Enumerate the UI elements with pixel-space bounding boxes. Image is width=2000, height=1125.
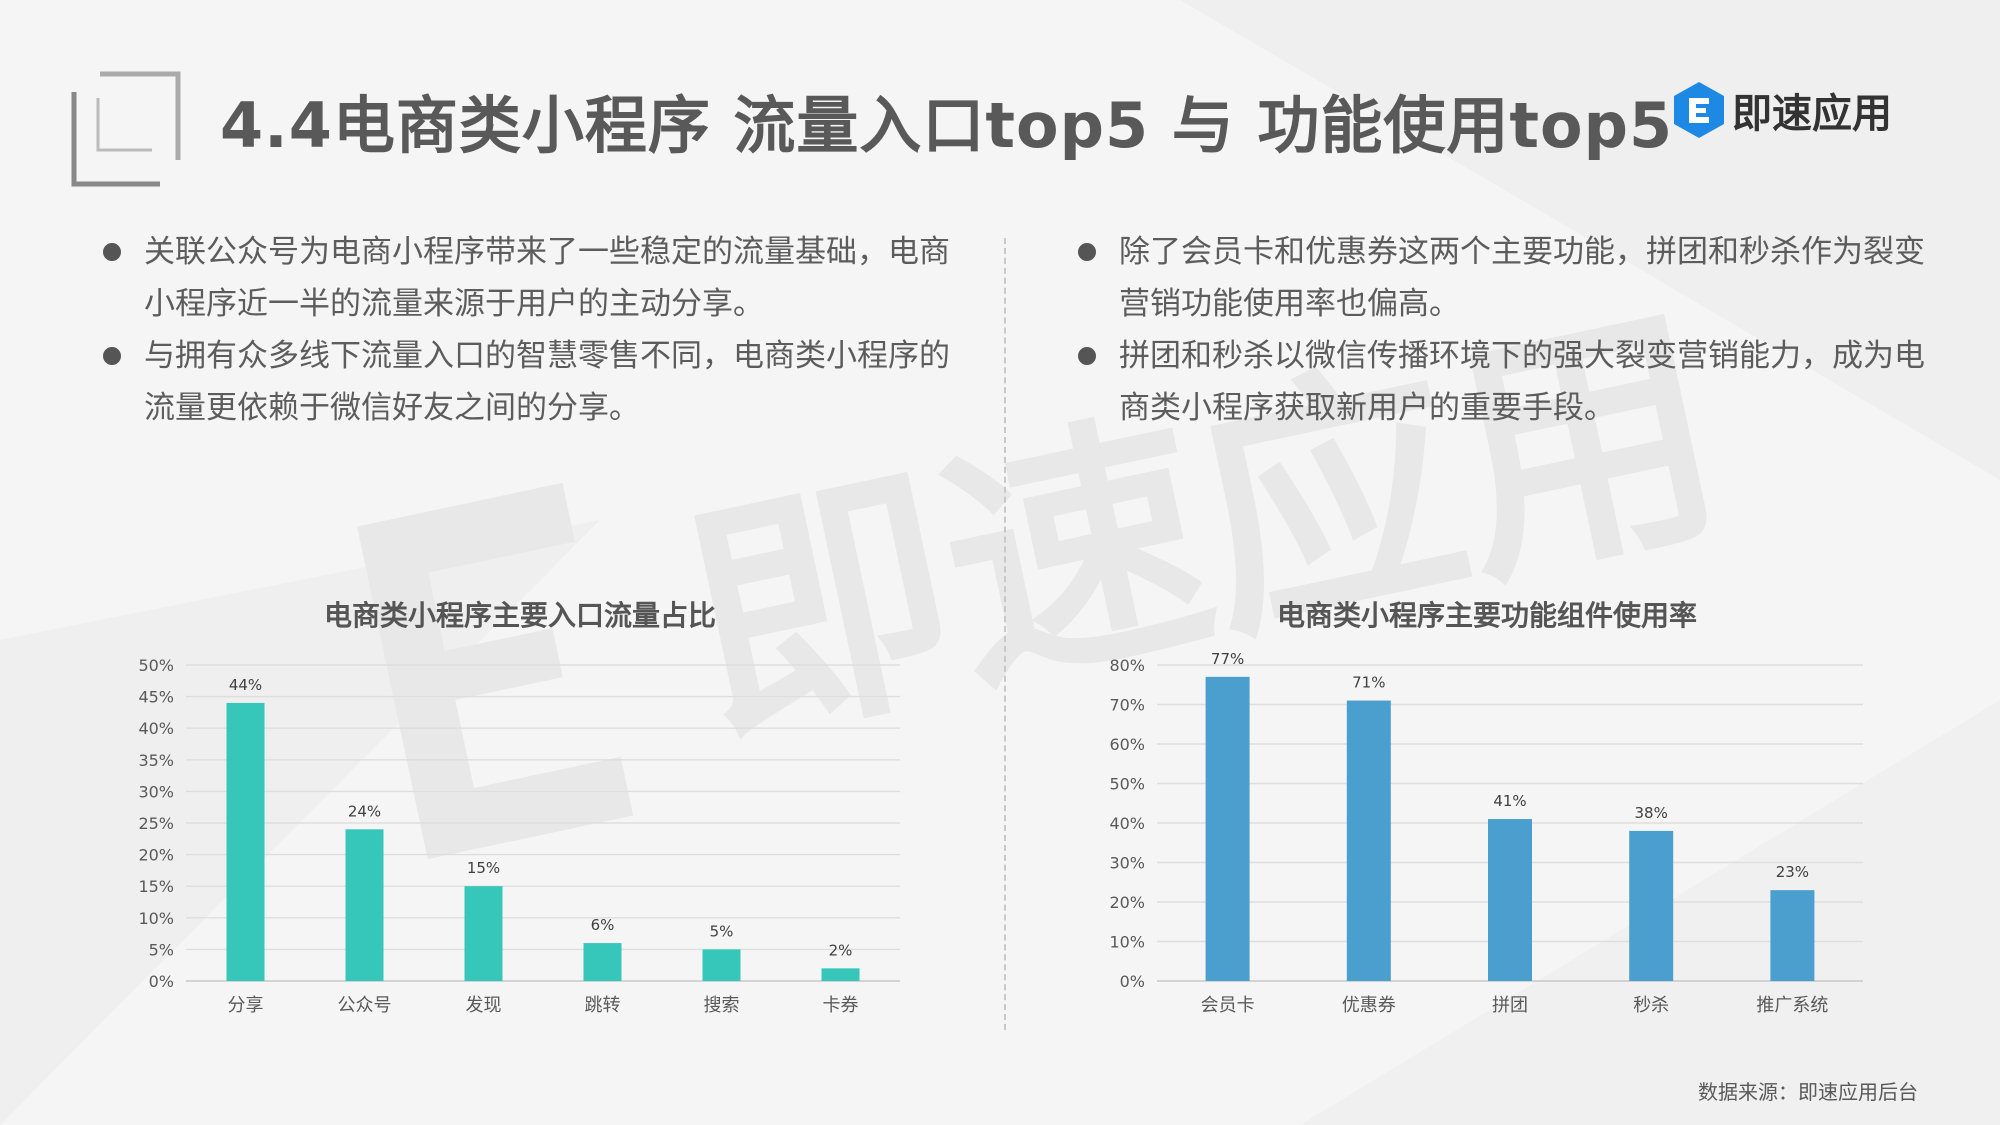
y-tick-label: 15% [138, 877, 174, 896]
bar [1205, 676, 1250, 981]
data-label: 41% [1493, 792, 1526, 810]
y-tick-label: 0% [149, 972, 174, 991]
bar [1488, 819, 1532, 981]
x-category-label: 推广系统 [1756, 995, 1828, 1016]
x-category-label: 会员卡 [1201, 995, 1255, 1016]
bar [1770, 890, 1815, 981]
y-tick-label: 60% [1109, 735, 1145, 754]
y-tick-label: 35% [138, 751, 174, 770]
x-category-label: 搜索 [704, 995, 740, 1016]
right-bullet-item: 除了会员卡和优惠券这两个主要功能，拼团和秒杀作为裂变营销功能使用率也偏高。 [1075, 226, 1955, 330]
y-tick-label: 5% [149, 940, 174, 959]
y-tick-label: 80% [1109, 656, 1145, 675]
data-label: 2% [829, 941, 853, 959]
x-category-label: 跳转 [585, 995, 621, 1016]
data-label: 15% [467, 859, 500, 877]
x-category-label: 公众号 [338, 995, 392, 1016]
x-category-label: 发现 [466, 995, 502, 1016]
left-bullet-item: 关联公众号为电商小程序带来了一些稳定的流量基础，电商小程序近一半的流量来源于用户… [100, 226, 960, 330]
bar [226, 702, 265, 981]
data-label: 71% [1352, 674, 1385, 692]
traffic-entry-bar-chart: 电商类小程序主要入口流量占比 0% 5% 10% 15% 20% 25% 30% 35% 40% 4… [138, 599, 900, 1016]
y-tick-label: 25% [138, 814, 174, 833]
left-bullet-item: 与拥有众多线下流量入口的智慧零售不同，电商类小程序的流量更依赖于微信好友之间的分… [100, 330, 960, 434]
y-tick-label: 30% [138, 782, 174, 801]
y-tick-label: 20% [1109, 893, 1145, 912]
x-category-label: 优惠券 [1342, 995, 1396, 1016]
chart-title: 电商类小程序主要功能组件使用率 [1277, 599, 1697, 632]
y-tick-label: 10% [138, 909, 174, 928]
y-tick-label: 50% [1109, 775, 1145, 794]
data-label: 44% [229, 676, 262, 694]
data-label: 6% [591, 916, 615, 934]
data-label: 24% [348, 802, 381, 820]
y-tick-label: 0% [1120, 972, 1145, 991]
left-bullet-list: 关联公众号为电商小程序带来了一些稳定的流量基础，电商小程序近一半的流量来源于用户… [100, 226, 960, 434]
bar [1346, 700, 1391, 981]
x-category-label: 拼团 [1492, 995, 1528, 1016]
brand-logo: 即速应用 [1672, 78, 1892, 142]
bar [464, 886, 503, 981]
brand-logo-text: 即速应用 [1732, 91, 1892, 137]
x-category-label: 秒杀 [1633, 995, 1669, 1016]
x-category-label: 分享 [228, 995, 264, 1016]
data-label: 77% [1211, 650, 1244, 668]
data-label: 23% [1776, 863, 1809, 881]
y-tick-label: 30% [1109, 854, 1145, 873]
y-tick-label: 50% [138, 656, 174, 675]
corner-bracket-icon [71, 71, 181, 187]
bar [1629, 830, 1674, 981]
page-title: 4.4电商类小程序 流量入口top5 与 功能使用top5 [220, 89, 1674, 162]
y-tick-label: 40% [1109, 814, 1145, 833]
column-divider [1004, 238, 1006, 1030]
data-label: 38% [1635, 804, 1668, 822]
y-tick-label: 10% [1109, 933, 1145, 952]
bar [702, 949, 741, 981]
watermark-logo-icon [357, 482, 634, 860]
bar [345, 829, 384, 981]
feature-usage-bar-chart: 电商类小程序主要功能组件使用率 0% 10% 20% 30% 40% 50% 60% 70% 80… [1109, 599, 1863, 1016]
y-tick-label: 45% [138, 688, 174, 707]
y-tick-label: 40% [138, 719, 174, 738]
right-bullet-item: 拼团和秒杀以微信传播环境下的强大裂变营销能力，成为电商类小程序获取新用户的重要手… [1075, 330, 1955, 434]
x-category-label: 卡券 [823, 995, 859, 1016]
y-tick-label: 20% [138, 846, 174, 865]
y-tick-label: 70% [1109, 696, 1145, 715]
brand-logo-icon [1674, 82, 1724, 138]
right-bullet-list: 除了会员卡和优惠券这两个主要功能，拼团和秒杀作为裂变营销功能使用率也偏高。 拼团… [1075, 226, 1955, 434]
bar [821, 968, 860, 981]
data-source-note: 数据来源：即速应用后台 [1698, 1080, 1918, 1104]
bar [583, 943, 622, 981]
data-label: 5% [710, 922, 734, 940]
chart-title: 电商类小程序主要入口流量占比 [324, 599, 716, 632]
